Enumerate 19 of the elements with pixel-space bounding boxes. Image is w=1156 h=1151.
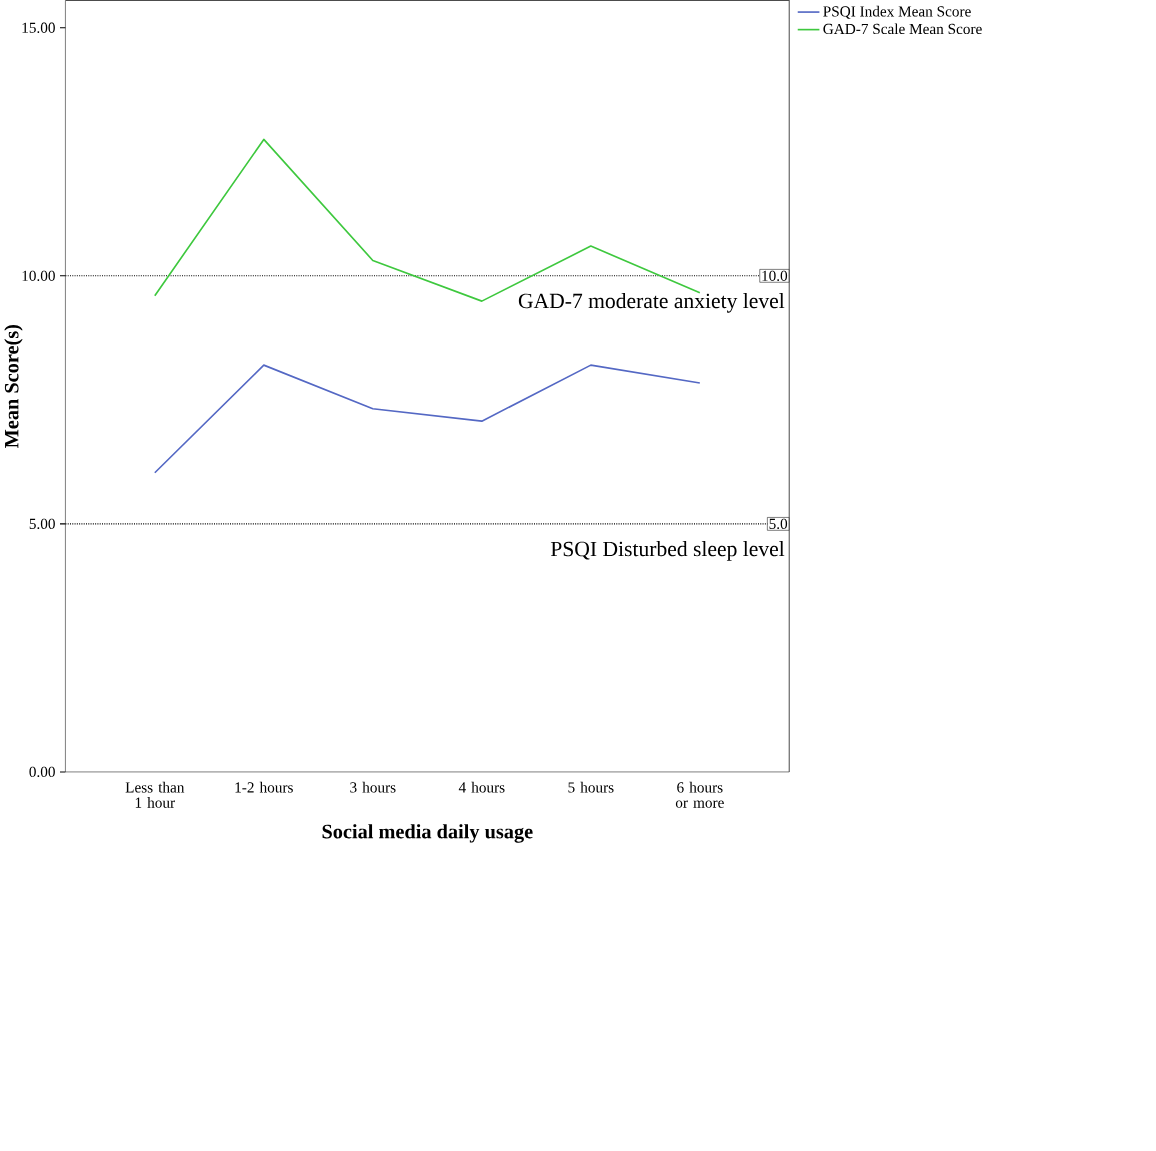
y-tick-label: 15.00 bbox=[22, 22, 55, 33]
x-tick-label: Less than 1 hour bbox=[125, 781, 185, 808]
annotation: PSQI Disturbed sleep level bbox=[550, 540, 785, 561]
y-tick-label: 5.00 bbox=[29, 518, 55, 529]
x-tick-label: 1-2 hours bbox=[235, 781, 293, 793]
y-tick-label: 0.00 bbox=[29, 766, 55, 777]
x-axis-title: Social media daily usage bbox=[322, 823, 533, 843]
legend-label: PSQI Index Mean Score bbox=[823, 5, 971, 19]
y-axis-title: Mean Score(s) bbox=[4, 324, 23, 448]
x-tick-label: 5 hours bbox=[568, 781, 614, 793]
legend-label: GAD-7 Scale Mean Score bbox=[823, 23, 982, 34]
line-series bbox=[153, 364, 701, 474]
ref-line-label: 10.0 bbox=[762, 270, 788, 281]
x-tick-label: 3 hours bbox=[350, 781, 396, 793]
y-tick-label: 10.00 bbox=[22, 270, 55, 281]
x-tick-label: 6 hours or more bbox=[675, 781, 724, 808]
annotation: GAD-7 moderate anxiety level bbox=[518, 292, 785, 313]
x-tick-label: 4 hours bbox=[458, 781, 505, 793]
ref-line-label: 5.0 bbox=[769, 518, 788, 529]
